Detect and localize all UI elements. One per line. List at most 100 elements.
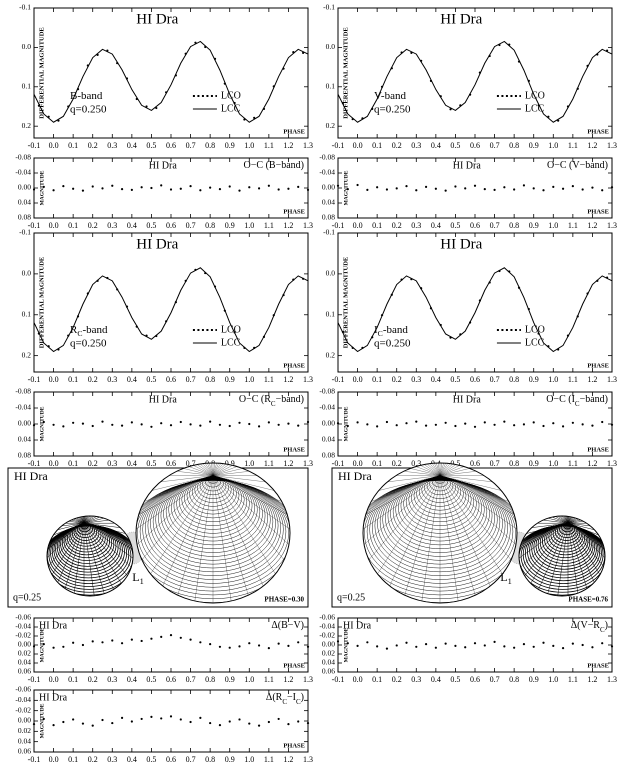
star-outline <box>46 515 134 597</box>
data-point <box>601 189 604 192</box>
data-point <box>62 720 65 724</box>
meridian-line <box>47 523 85 594</box>
legend-label: LCC <box>221 337 241 348</box>
data-point <box>483 421 486 424</box>
data-point <box>610 186 614 189</box>
q-label: q=0.250 <box>374 104 411 116</box>
data-point <box>160 422 163 425</box>
annotation: B-band <box>70 90 103 102</box>
data-point <box>81 722 85 725</box>
star-surface <box>519 516 605 596</box>
x-tick-label: 0.1 <box>372 221 382 230</box>
data-point <box>111 184 114 187</box>
star-surface <box>47 516 133 596</box>
y-axis-label: MAGNITUDE <box>343 406 349 441</box>
data-point <box>571 642 574 645</box>
x-tick-label: 0.9 <box>225 755 235 764</box>
data-point <box>297 424 300 427</box>
x-tick-label: 0.9 <box>529 459 539 468</box>
x-tick-label: 1.2 <box>587 141 597 150</box>
legend-label: LCO <box>525 324 545 335</box>
data-point <box>434 423 437 426</box>
y-axis-label: DIFFERENTIAL MAGNITUDE <box>38 27 45 119</box>
meridian-line <box>212 463 290 476</box>
x-tick-label: 0.1 <box>68 675 78 684</box>
y-axis-label: MAGNITUDE <box>39 627 45 662</box>
y-tick-label: -0.1 <box>19 3 31 12</box>
data-point <box>277 642 280 645</box>
model-q: q=0.25 <box>337 592 365 603</box>
annotation-part: -band <box>383 324 409 336</box>
meridian-line <box>47 522 85 535</box>
data-point <box>91 185 94 188</box>
data-point <box>218 724 222 727</box>
y-tick-label: 0.08 <box>322 451 335 460</box>
x-tick-label: 0.7 <box>186 221 196 230</box>
data-point <box>522 184 526 187</box>
x-tick-label: 0.6 <box>166 375 176 384</box>
y-tick-label: 0.00 <box>322 640 335 649</box>
x-tick-label: 0.0 <box>353 675 363 684</box>
x-tick-label: 0.2 <box>392 221 402 230</box>
data-point <box>493 188 496 191</box>
y-tick-label: 0.08 <box>18 451 31 460</box>
meridian-line <box>439 475 517 585</box>
y-tick-label: 0.04 <box>322 198 335 207</box>
x-tick-label: 1.1 <box>568 221 578 230</box>
x-tick-label: 0.9 <box>529 375 539 384</box>
x-tick-label: 0.8 <box>205 755 215 764</box>
chart-title: HI Dra <box>440 11 482 27</box>
data-point <box>101 420 104 423</box>
x-tick-label: 0.6 <box>166 221 176 230</box>
annotation-part: ) <box>605 620 608 631</box>
x-tick-label: 1.1 <box>264 755 274 764</box>
annotation-part: C <box>575 400 580 408</box>
data-point <box>199 424 202 427</box>
data-point <box>140 186 143 189</box>
x-tick-label: 1.0 <box>244 755 254 764</box>
data-point <box>454 644 457 648</box>
x-tick-label: 1.1 <box>568 141 578 150</box>
data-point <box>552 422 555 425</box>
x-tick-label: 1.2 <box>283 221 293 230</box>
meridian-line <box>519 516 569 524</box>
data-point <box>257 644 261 647</box>
data-point <box>415 420 418 423</box>
annotation-part: -band <box>82 324 108 336</box>
data-point <box>405 641 408 644</box>
chart-title: HI Dra <box>453 160 482 171</box>
y-tick-label: 0.04 <box>18 658 31 667</box>
meridian-line <box>83 516 133 524</box>
data-point <box>189 638 192 641</box>
meridian-line <box>439 463 517 476</box>
y-tick-label: -0.1 <box>323 3 335 12</box>
model-title: HI Dra <box>338 469 372 483</box>
data-point <box>32 188 36 191</box>
meridian-line <box>212 475 290 598</box>
data-point <box>179 420 182 424</box>
x-tick-label: 0.2 <box>88 675 98 684</box>
data-point <box>130 421 133 424</box>
meridian-line <box>363 463 441 476</box>
x-tick-label: 0.7 <box>490 221 500 230</box>
meridian-line <box>363 475 441 496</box>
data-point <box>199 641 202 644</box>
x-tick-label: 0.9 <box>225 141 235 150</box>
meridian-line <box>136 475 214 516</box>
meridian-line <box>83 523 133 577</box>
x-tick-label: 0.0 <box>49 375 59 384</box>
x-tick-label: 1.0 <box>548 141 558 150</box>
x-tick-label: 1.0 <box>244 459 254 468</box>
annotation-part: Δ(B−V) <box>271 620 304 631</box>
data-point <box>150 186 153 190</box>
data-point <box>513 424 516 427</box>
data-point <box>238 718 241 721</box>
x-tick-label: 0.0 <box>49 675 59 684</box>
data-point <box>356 644 359 648</box>
x-tick-label: 1.0 <box>244 375 254 384</box>
q-label: q=0.250 <box>70 104 107 116</box>
data-point <box>160 184 163 187</box>
x-tick-label: 0.7 <box>186 141 196 150</box>
data-point <box>189 720 192 724</box>
x-tick-label: 1.2 <box>587 375 597 384</box>
